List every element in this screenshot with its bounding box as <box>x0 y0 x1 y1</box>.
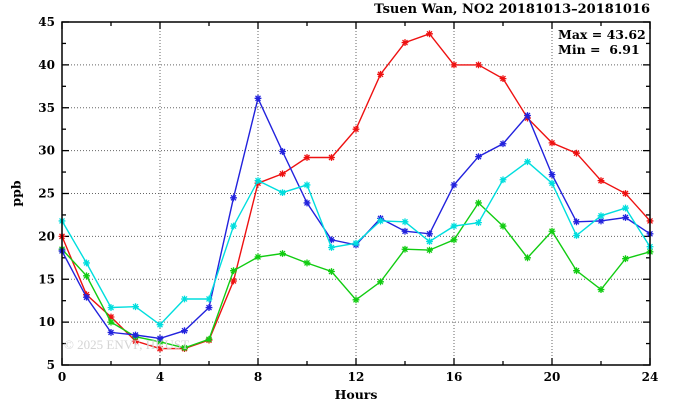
svg-text:45: 45 <box>38 15 55 29</box>
svg-text:25: 25 <box>38 187 55 201</box>
svg-text:35: 35 <box>38 101 55 115</box>
y-axis-label: ppb <box>8 180 24 207</box>
gridlines <box>62 22 650 365</box>
svg-text:4: 4 <box>156 370 164 384</box>
svg-text:24: 24 <box>642 370 659 384</box>
svg-text:10: 10 <box>38 315 55 329</box>
plot-border <box>61 21 651 366</box>
series-red-markers <box>58 30 654 353</box>
svg-text:30: 30 <box>38 144 55 158</box>
svg-text:20: 20 <box>544 370 561 384</box>
svg-text:20: 20 <box>38 229 55 243</box>
svg-text:8: 8 <box>254 370 262 384</box>
svg-text:0: 0 <box>58 370 66 384</box>
watermark: © 2025 ENVF, HKUST <box>64 337 190 352</box>
max-annotation: Max = 43.62 <box>558 27 646 42</box>
chart-title: Tsuen Wan, NO2 20181013–20181016 <box>374 2 650 17</box>
svg-text:40: 40 <box>38 58 55 72</box>
series-red <box>58 30 654 353</box>
svg-text:12: 12 <box>348 370 365 384</box>
x-axis-label: Hours <box>334 387 378 402</box>
tick-labels: 0 4 8 12 16 20 24 5 10 15 20 25 30 35 40 45 <box>38 15 658 384</box>
svg-text:16: 16 <box>446 370 463 384</box>
min-annotation: Min = 6.91 <box>558 42 640 57</box>
svg-text:15: 15 <box>38 272 55 286</box>
svg-text:5: 5 <box>47 358 55 372</box>
